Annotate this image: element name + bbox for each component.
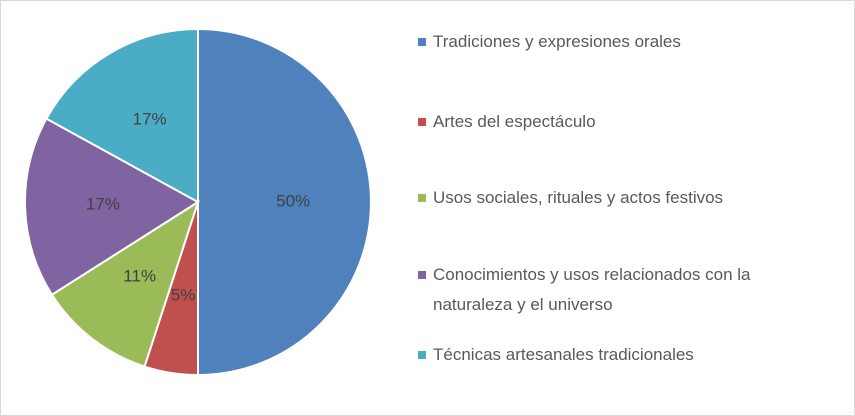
legend-label: Usos sociales, rituales y actos festivos xyxy=(433,188,724,207)
data-label: 17% xyxy=(133,110,167,129)
legend-label: Técnicas artesanales tradicionales xyxy=(433,345,694,364)
data-label: 50% xyxy=(276,191,310,210)
legend-swatch xyxy=(418,118,426,126)
pie-slice xyxy=(197,27,372,377)
data-label: 11% xyxy=(123,267,156,286)
legend-item: Técnicas artesanales tradicionales xyxy=(418,340,823,370)
legend-item: Conocimientos y usos relacionados con la… xyxy=(418,260,823,320)
legend-label: Conocimientos y usos relacionados con la… xyxy=(433,265,751,314)
pie-slice xyxy=(24,117,200,297)
legend-swatch xyxy=(418,194,426,202)
pie-slice xyxy=(50,199,200,368)
legend-item: Tradiciones y expresiones orales xyxy=(418,27,823,57)
data-label: 5% xyxy=(171,285,196,304)
legend-swatch xyxy=(418,271,426,279)
legend-item: Usos sociales, rituales y actos festivos xyxy=(418,183,823,213)
legend-label: Tradiciones y expresiones orales xyxy=(433,32,681,51)
legend-label: Artes del espectáculo xyxy=(433,112,596,131)
legend-item: Artes del espectáculo xyxy=(418,107,823,137)
legend-swatch xyxy=(418,38,426,46)
pie-slice xyxy=(45,27,199,204)
legend-swatch xyxy=(418,351,426,359)
data-label: 17% xyxy=(86,194,120,213)
